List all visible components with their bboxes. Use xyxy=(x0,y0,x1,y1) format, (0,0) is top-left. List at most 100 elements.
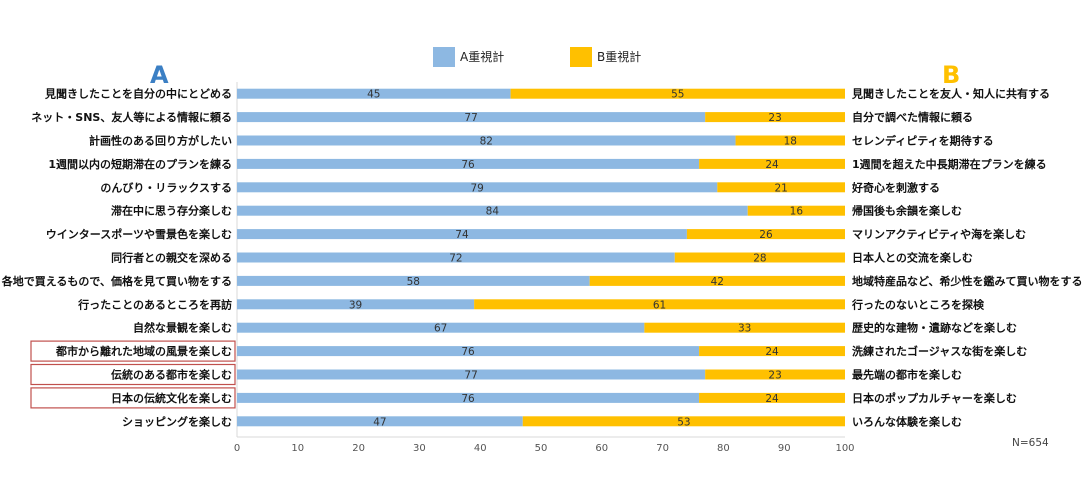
bar-segment-a xyxy=(237,205,748,216)
category-label-b: 地域特産品など、希少性を鑑みて買い物をする xyxy=(852,274,1082,288)
value-label-a: 76 xyxy=(461,159,475,171)
category-label-a: 滞在中に思う存分楽しむ xyxy=(111,204,232,218)
x-tick-label: 70 xyxy=(656,443,669,454)
side-label-a: A xyxy=(150,61,169,89)
category-label-b: 日本人との交流を楽しむ xyxy=(852,251,973,265)
bar-segment-a xyxy=(237,322,645,333)
x-tick-label: 40 xyxy=(474,443,487,454)
x-tick-label: 100 xyxy=(835,443,854,454)
value-label-b: 23 xyxy=(768,370,781,382)
category-label-a: 各地で買えるもので、価格を見て買い物をする xyxy=(1,274,232,288)
bars-layer xyxy=(237,88,845,427)
value-label-b: 24 xyxy=(765,159,779,171)
bar-segment-a xyxy=(237,135,736,146)
value-label-b: 23 xyxy=(768,112,781,124)
bar-segment-b xyxy=(705,369,845,380)
bar-segment-a xyxy=(237,252,675,263)
legend-swatch-a xyxy=(433,47,455,67)
category-label-b: 見聞きしたことを友人・知人に共有する xyxy=(851,87,1050,101)
value-label-a: 67 xyxy=(434,323,447,335)
value-label-b: 24 xyxy=(765,346,779,358)
bar-segment-b xyxy=(589,275,845,286)
category-label-b: 最先端の都市を楽しむ xyxy=(852,368,962,382)
value-label-b: 18 xyxy=(784,136,797,148)
highlight-box xyxy=(30,363,236,386)
x-tick-label: 90 xyxy=(778,443,791,454)
bar-segment-a xyxy=(237,158,700,169)
bar-segment-a xyxy=(237,392,700,403)
value-label-b: 16 xyxy=(790,206,804,218)
category-label-a: 1週間以内の短期滞在のプランを練る xyxy=(48,157,232,171)
category-label-b: 洗練されたゴージャスな街を楽しむ xyxy=(852,344,1027,358)
category-label-b: 歴史的な建物・遺跡などを楽しむ xyxy=(852,321,1017,335)
bar-segment-a xyxy=(237,416,523,427)
value-label-a: 82 xyxy=(480,136,493,148)
value-label-a: 77 xyxy=(464,112,477,124)
value-label-a: 74 xyxy=(455,229,469,241)
value-label-a: 76 xyxy=(461,393,475,405)
category-label-b: セレンディピティを期待する xyxy=(852,134,994,148)
bar-segment-b xyxy=(522,416,845,427)
bar-segment-b xyxy=(747,205,845,216)
value-label-b: 42 xyxy=(711,276,724,288)
x-tick-label: 10 xyxy=(291,443,304,454)
bar-segment-a xyxy=(237,229,687,240)
bar-segment-b xyxy=(674,252,845,263)
x-tick-label: 30 xyxy=(413,443,426,454)
bar-segment-a xyxy=(237,346,700,357)
bar-segment-b xyxy=(699,392,845,403)
axis-layer: 0 10 20 30 40 50 60 70 80 90 100 xyxy=(234,82,855,454)
bar-segment-a xyxy=(237,112,706,123)
bar-segment-b xyxy=(699,158,845,169)
category-label-a: ショッピングを楽しむ xyxy=(122,414,232,428)
side-label-b: B xyxy=(942,61,960,89)
legend-label-b: B重視計 xyxy=(597,49,641,64)
value-label-b: 53 xyxy=(677,416,690,428)
bar-segment-a xyxy=(237,275,590,286)
value-label-b: 28 xyxy=(753,253,766,265)
category-label-b: 行ったのないところを探検 xyxy=(851,297,985,311)
x-tick-label: 20 xyxy=(352,443,365,454)
value-label-a: 79 xyxy=(470,182,483,194)
category-label-a: 自然な景観を楽しむ xyxy=(133,321,232,335)
legend-swatch-b xyxy=(570,47,592,67)
bar-segment-b xyxy=(686,229,845,240)
bar-segment-a xyxy=(237,88,511,99)
category-label-a: 伝統のある都市を楽しむ xyxy=(111,368,232,382)
x-tick-label: 50 xyxy=(535,443,548,454)
bar-segment-b xyxy=(474,299,845,310)
value-label-b: 26 xyxy=(759,229,773,241)
legend: A重視計 B重視計 xyxy=(433,47,641,67)
category-label-a: 行ったことのあるところを再訪 xyxy=(77,297,232,311)
value-label-a: 47 xyxy=(373,416,386,428)
value-label-b: 33 xyxy=(738,323,751,335)
highlight-box xyxy=(30,340,236,362)
value-label-a: 58 xyxy=(407,276,420,288)
x-tick-label: 60 xyxy=(595,443,608,454)
category-label-a: 見聞きしたことを自分の中にとどめる xyxy=(44,87,232,101)
category-label-b: 日本のポップカルチャーを楽しむ xyxy=(852,391,1017,405)
category-label-b: 1週間を超えた中長期滞在プランを練る xyxy=(852,157,1047,171)
category-label-a: 日本の伝統文化を楽しむ xyxy=(111,391,232,405)
category-label-b: マリンアクティビティや海を楽しむ xyxy=(852,227,1026,241)
bar-segment-a xyxy=(237,299,475,310)
value-label-b: 55 xyxy=(671,89,684,101)
category-label-a: 同行者との親交を深める xyxy=(111,251,232,265)
value-label-b: 21 xyxy=(774,182,787,194)
value-label-b: 61 xyxy=(653,299,666,311)
value-label-b: 24 xyxy=(765,393,779,405)
value-label-a: 72 xyxy=(449,253,462,265)
category-label-a: のんびり・リラックスする xyxy=(100,180,232,194)
bar-segment-b xyxy=(735,135,845,146)
value-label-a: 84 xyxy=(486,206,500,218)
labels-layer: 45 55 見聞きしたことを自分の中にとどめる 見聞きしたことを友人・知人に共有する 7… xyxy=(1,87,1083,429)
bar-segment-a xyxy=(237,369,706,380)
category-label-a: ネット・SNS、友人等による情報に頼る xyxy=(31,110,232,124)
category-label-b: いろんな体験を楽しむ xyxy=(852,414,962,428)
highlight-box xyxy=(30,387,236,409)
category-label-b: 好奇心を刺激する xyxy=(851,180,940,194)
x-tick-label: 0 xyxy=(234,443,240,454)
category-label-b: 帰国後も余韻を楽しむ xyxy=(852,204,962,218)
bar-segment-b xyxy=(699,346,845,357)
